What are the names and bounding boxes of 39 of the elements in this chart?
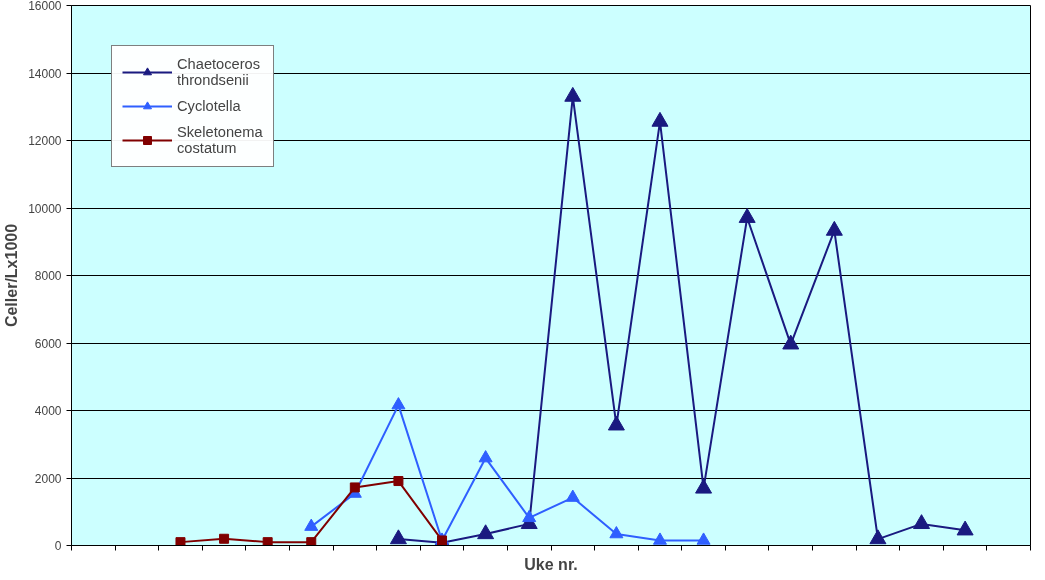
point: [607, 415, 625, 431]
x-axis-title: Uke nr.: [524, 555, 578, 573]
point: [652, 532, 667, 545]
point: [738, 208, 756, 223]
legend-label: Chaetoceros throndsenii: [177, 56, 261, 88]
point: [869, 529, 887, 545]
point: [565, 489, 580, 502]
point: [175, 537, 186, 546]
point: [262, 537, 273, 546]
point: [609, 526, 624, 539]
point: [478, 450, 493, 463]
point: [389, 529, 407, 545]
point: [651, 111, 669, 127]
y-axis-title: Celler/Lx1000: [3, 223, 21, 328]
point: [391, 397, 406, 410]
point: [349, 482, 360, 493]
y-tick-label: 10000: [28, 201, 62, 216]
point: [782, 334, 800, 350]
point: [913, 514, 931, 530]
point: [219, 533, 230, 544]
y-tick-label: 12000: [28, 134, 62, 148]
y-tick-label: 8000: [34, 269, 62, 283]
point: [477, 524, 495, 540]
point: [956, 520, 974, 536]
legend-label: Cyclotella: [177, 98, 241, 114]
y-tick-label: 6000: [34, 336, 62, 351]
y-tick-label: 4000: [34, 404, 62, 418]
legend-label: Skeletonema costatum: [177, 124, 263, 156]
y-tick-label: 0: [54, 539, 62, 553]
point: [306, 537, 317, 546]
y-tick-label: 14000: [28, 66, 62, 81]
point: [522, 509, 537, 523]
point: [564, 86, 582, 102]
point: [696, 532, 711, 545]
point: [304, 518, 319, 531]
y-tick-label: 16000: [28, 0, 62, 13]
y-tick-label: 2000: [34, 471, 62, 486]
point: [825, 220, 843, 236]
point: [695, 478, 713, 494]
